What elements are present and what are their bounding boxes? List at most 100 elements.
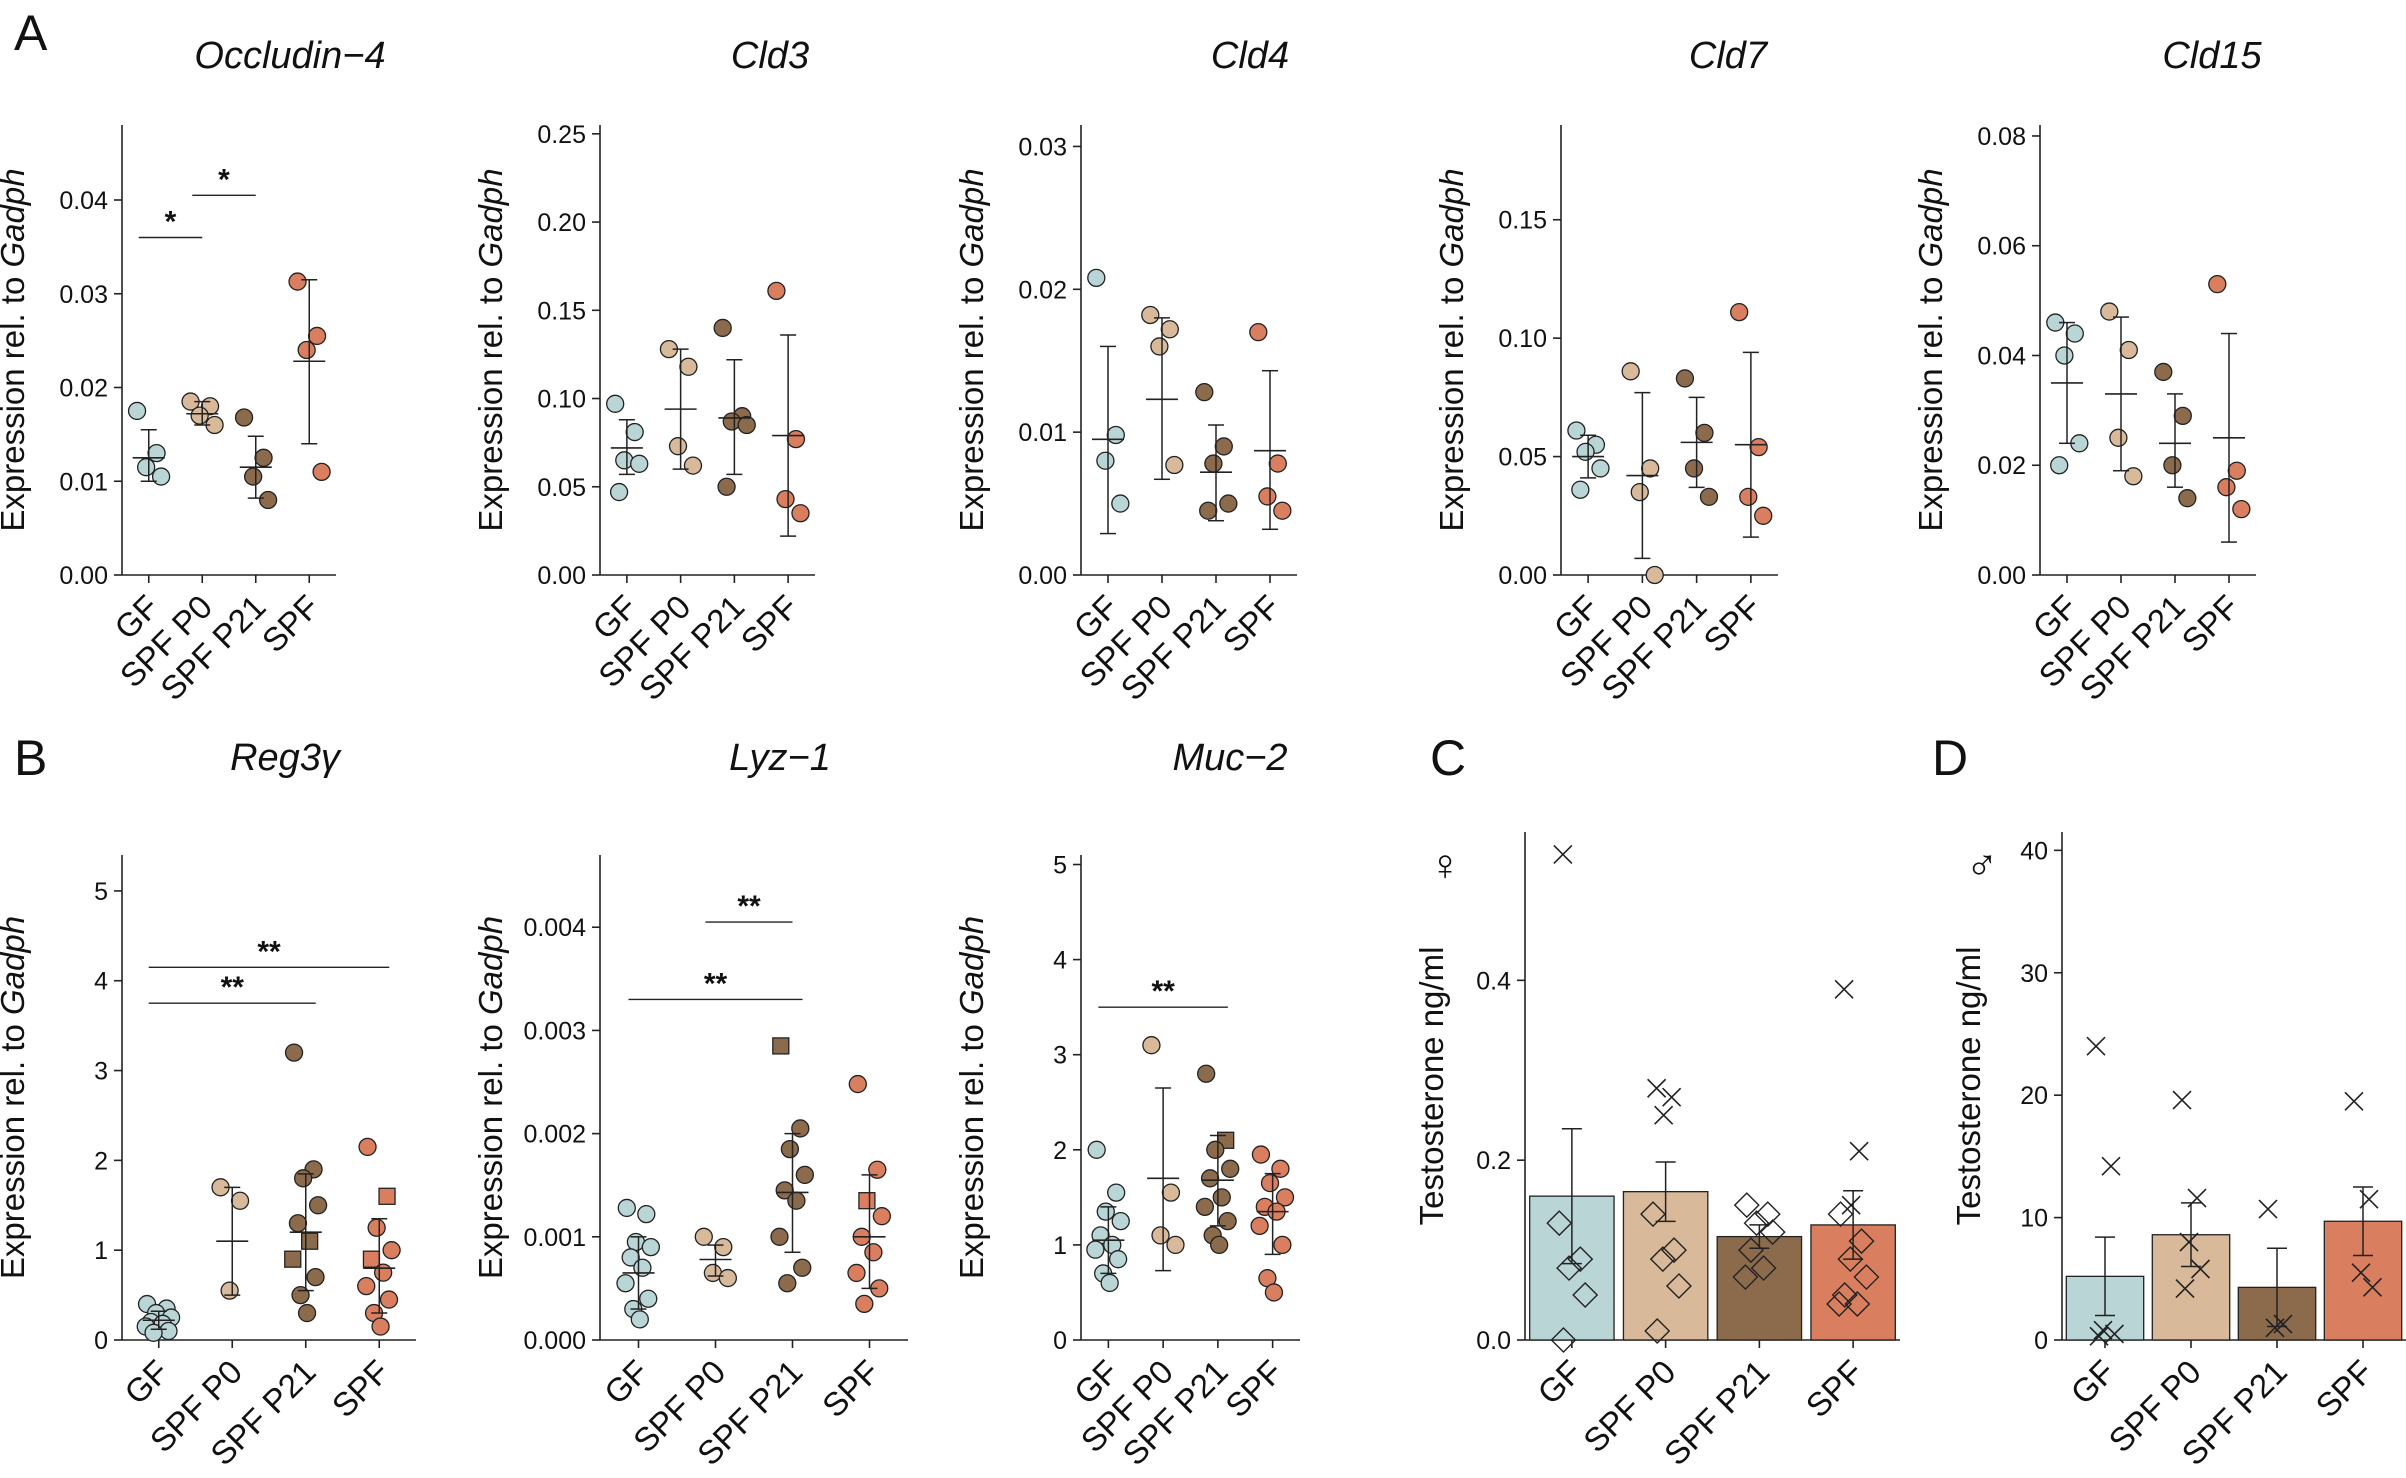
panel-label-B: B — [14, 730, 47, 786]
y-tick-label: 0.20 — [537, 209, 586, 237]
y-axis-label: Expression rel. to Gadph — [0, 168, 31, 531]
data-point — [737, 415, 756, 435]
y-tick-label: 0.001 — [523, 1224, 586, 1252]
data-point — [1273, 501, 1292, 520]
data-point — [1214, 437, 1233, 456]
data-point-diamond — [1826, 1291, 1853, 1318]
data-point — [2065, 324, 2084, 343]
chart-0: 0.00 0.01 0.02 0.03 0.04 Expression rel. to G… — [0, 35, 386, 707]
y-tick-label: 0.4 — [1476, 967, 1511, 995]
data-point-diamond — [1661, 1237, 1688, 1264]
data-point — [312, 462, 331, 482]
data-point — [791, 504, 810, 523]
data-point — [382, 1241, 401, 1260]
data-point — [258, 490, 278, 510]
data-point — [1111, 494, 1130, 513]
data-point — [1571, 480, 1590, 499]
data-point — [136, 458, 156, 477]
y-tick-label: 0 — [1053, 1327, 1067, 1355]
data-point — [1675, 369, 1695, 388]
significance-label: * — [218, 163, 230, 196]
y-tick-label: 0.10 — [1498, 325, 1547, 353]
y-tick-label: 4 — [1053, 947, 1067, 975]
y-tick-label: 0.002 — [523, 1121, 586, 1149]
data-point-diamond — [1556, 1255, 1583, 1282]
data-point — [1645, 565, 1664, 585]
data-point — [786, 429, 806, 449]
y-tick-label: 30 — [2020, 960, 2048, 988]
data-point — [230, 1191, 250, 1210]
data-point — [1142, 1036, 1161, 1055]
y-tick-label: 0 — [94, 1327, 108, 1355]
y-axis-label: Testosterone ng/ml — [1950, 947, 1987, 1226]
data-point — [220, 1281, 239, 1300]
data-point — [371, 1317, 390, 1336]
x-tick-label: GF — [2063, 1353, 2122, 1412]
data-point — [872, 1207, 891, 1226]
chart-title: Lyz−1 — [729, 737, 831, 779]
data-point-diamond — [1550, 1327, 1577, 1353]
chart-title: Cld3 — [731, 35, 809, 77]
data-point — [780, 1139, 800, 1159]
data-point — [127, 401, 147, 421]
data-point-diamond — [1640, 1201, 1667, 1228]
data-point — [234, 408, 254, 427]
data-point — [714, 1237, 733, 1257]
data-point — [713, 318, 732, 338]
data-point — [683, 456, 703, 475]
data-point — [1221, 1159, 1240, 1178]
data-point — [1264, 1283, 1284, 1302]
significance-label: ** — [704, 967, 728, 1000]
data-point — [776, 489, 795, 509]
data-point — [1204, 454, 1223, 473]
data-point — [1150, 337, 1169, 356]
x-tick-label: SPF — [2308, 1353, 2380, 1425]
data-point — [190, 406, 209, 425]
data-point-cross — [1841, 1195, 1861, 1215]
y-tick-label: 0.02 — [1977, 452, 2026, 480]
data-point — [1107, 1183, 1126, 1202]
y-tick-label: 0.00 — [537, 562, 586, 590]
data-point-square — [300, 1232, 319, 1250]
data-point — [668, 437, 688, 456]
bar — [1716, 1235, 1803, 1341]
data-point — [1141, 305, 1160, 325]
data-point-diamond — [1733, 1192, 1760, 1219]
x-tick-label: SPF — [1799, 1353, 1871, 1425]
data-point — [630, 1310, 649, 1329]
significance-label: * — [165, 206, 177, 239]
x-tick-label: GF — [597, 1353, 656, 1412]
data-point-cross — [2179, 1232, 2199, 1252]
data-point — [615, 451, 634, 470]
y-axis-label: Expression rel. to Gadph — [472, 916, 509, 1279]
data-point — [1161, 1183, 1181, 1202]
x-tick-label: SPF — [2174, 588, 2246, 660]
y-tick-label: 0.15 — [537, 297, 586, 325]
y-tick-label: 1 — [1053, 1232, 1067, 1260]
data-point — [770, 1227, 789, 1246]
data-point-diamond — [1567, 1246, 1594, 1273]
data-point — [722, 412, 741, 431]
data-point — [1219, 494, 1238, 513]
data-point-diamond — [1737, 1237, 1764, 1264]
sex-symbol: ♂ — [1966, 841, 1999, 890]
data-point — [1567, 421, 1586, 440]
y-tick-label: 0.10 — [537, 386, 586, 414]
data-point — [254, 448, 273, 467]
data-point — [606, 394, 625, 413]
data-point — [1165, 455, 1184, 475]
y-axis-label: Expression rel. to Gadph — [1433, 168, 1470, 531]
data-point — [357, 1276, 376, 1296]
data-point — [1754, 506, 1773, 525]
data-point — [1275, 1188, 1295, 1207]
data-point — [1739, 487, 1758, 506]
x-tick-label: SPF — [1215, 588, 1287, 660]
y-tick-label: 5 — [94, 878, 108, 906]
data-point-square — [772, 1037, 790, 1055]
data-point — [1250, 1216, 1269, 1236]
data-point-diamond — [1546, 1210, 1573, 1237]
data-point — [1576, 442, 1595, 461]
